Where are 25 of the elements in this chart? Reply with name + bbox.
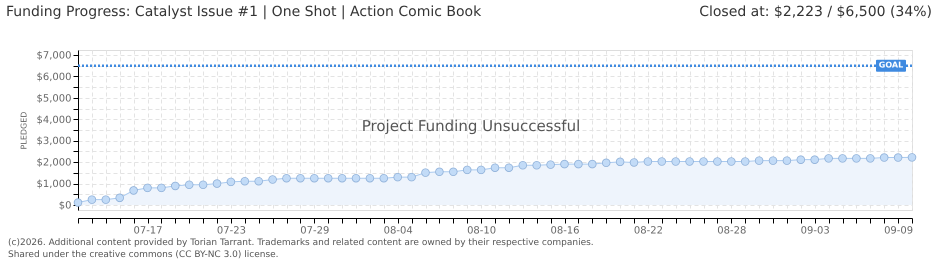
x-tick-label: 08-22 (634, 226, 663, 236)
x-tick-label: 08-28 (717, 226, 746, 236)
ref-line-label: GOAL (878, 60, 904, 70)
chart-title: Funding Progress: Catalyst Issue #1 | One Shot | Action Comic Book (6, 4, 482, 20)
x-tick-label: 07-29 (300, 226, 330, 236)
x-tick-label: 08-04 (384, 226, 413, 236)
x-tick-label: 09-09 (884, 226, 914, 236)
y-tick-label: $6,000 (36, 72, 72, 83)
x-tick-label: 07-23 (216, 226, 246, 236)
y-tick-label: $4,000 (36, 114, 72, 126)
x-tick-label: 07-17 (133, 226, 163, 236)
y-tick-label: $2,000 (36, 158, 72, 169)
y-tick-label: $3,000 (36, 136, 72, 148)
text: Shared under the creative commons (CC BY-NC 3.0) license. (8, 250, 279, 260)
y-tick-label: $0 (58, 200, 72, 212)
annotation: Project Funding Unsuccessful (362, 117, 580, 135)
text: (c)2026. Additional content provided by Torian Tarrant. Trademarks and related content are owned by their respective companies. (8, 238, 594, 248)
y-axis-title: PLEDGED (20, 112, 29, 150)
chart-subtitle: Closed at: $2,223 / $6,500 (34%) (699, 4, 932, 20)
x-tick-label: 08-10 (467, 226, 496, 236)
y-tick-label: $5,000 (36, 93, 72, 104)
x-tick-label: 09-03 (800, 226, 830, 236)
y-tick-label: $7,000 (36, 50, 72, 62)
x-tick-label: 08-16 (550, 226, 580, 236)
y-tick-label: $1,000 (36, 179, 72, 190)
